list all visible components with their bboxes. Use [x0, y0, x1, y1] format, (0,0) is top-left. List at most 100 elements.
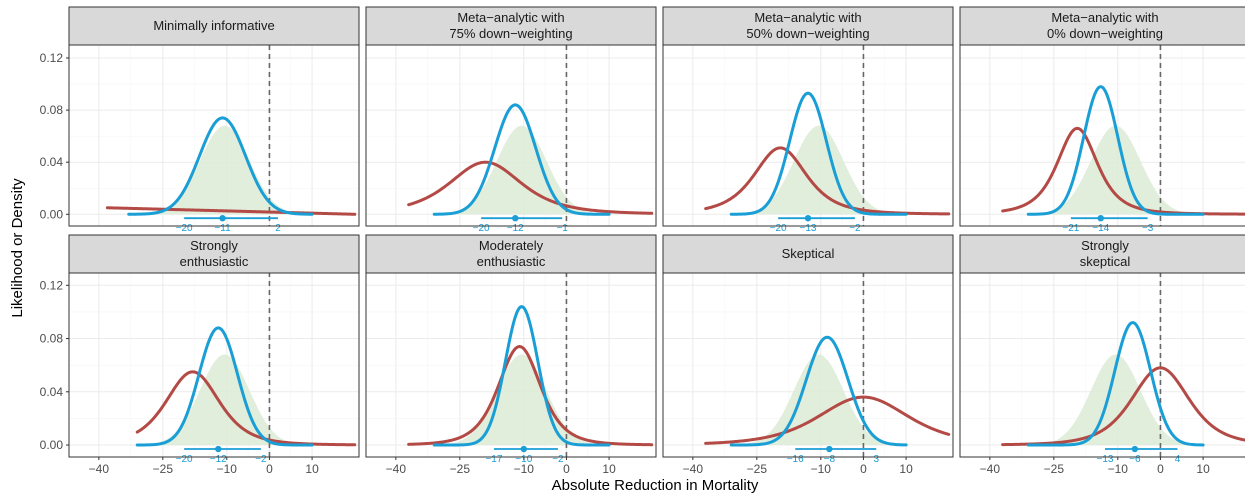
interval-label: −13 — [800, 223, 817, 234]
facet-title: 75% down−weighting — [449, 26, 572, 41]
posterior-curve — [432, 103, 611, 216]
facet-strip — [68, 6, 360, 46]
likelihood-area — [125, 125, 324, 215]
facet-title: Minimally informative — [153, 18, 274, 33]
facet-strip — [68, 234, 360, 274]
prior-curve — [704, 146, 951, 216]
facet-title: Meta−analytic with — [754, 10, 861, 25]
x-tick-label: −25 — [747, 462, 768, 476]
y-tick-label: 0.04 — [40, 385, 64, 399]
posterior-median-point — [1097, 214, 1104, 222]
posterior-curve — [135, 326, 314, 447]
x-tick-label: −10 — [217, 462, 238, 476]
x-tick-label: −40 — [683, 462, 704, 476]
prior-curve — [407, 345, 654, 447]
y-tick-label: 0.00 — [40, 438, 64, 452]
facet-title: 0% down−weighting — [1047, 26, 1163, 41]
x-tick-label: 10 — [602, 462, 616, 476]
x-tick-label: 10 — [899, 462, 913, 476]
likelihood-area — [719, 354, 918, 446]
y-tick-label: 0.08 — [40, 332, 64, 346]
y-tick-label: 0.00 — [40, 207, 64, 221]
facet-title: Strongly — [190, 238, 238, 253]
x-tick-label: 10 — [305, 462, 319, 476]
facet-strip — [662, 6, 954, 46]
facet-title: Skeptical — [782, 246, 835, 261]
interval-label: 3 — [873, 454, 879, 465]
prior-curve — [704, 395, 951, 445]
posterior-curve — [1026, 85, 1205, 216]
x-tick-label: 0 — [266, 462, 273, 476]
prior-curve — [135, 370, 357, 447]
x-tick-label: −10 — [514, 462, 535, 476]
interval-label: −12 — [507, 223, 524, 234]
interval-label: −2 — [255, 454, 267, 465]
facet-strip — [959, 6, 1245, 46]
likelihood-area — [125, 354, 324, 446]
facet-title: Meta−analytic with — [457, 10, 564, 25]
likelihood-area — [422, 125, 621, 215]
interval-label: −13 — [1097, 454, 1114, 465]
posterior-median-point — [804, 214, 812, 222]
y-tick-label: 0.04 — [40, 155, 64, 169]
x-tick-label: −25 — [450, 462, 471, 476]
posterior-median-point — [512, 214, 519, 222]
x-tick-label: 0 — [860, 462, 867, 476]
likelihood-area — [422, 354, 621, 446]
interval-label: −2 — [552, 454, 564, 465]
facet-title: 50% down−weighting — [746, 26, 869, 41]
posterior-curve — [729, 91, 908, 216]
likelihood-area — [719, 125, 918, 215]
posterior-median-point — [826, 445, 833, 453]
interval-label: −3 — [1142, 223, 1154, 234]
interval-label: −20 — [770, 223, 787, 234]
interval-label: −12 — [210, 454, 227, 465]
y-tick-label: 0.12 — [40, 278, 64, 292]
interval-label: −8 — [824, 454, 836, 465]
facet-strip — [365, 234, 657, 274]
posterior-median-point — [1131, 445, 1139, 453]
interval-label: −16 — [787, 454, 804, 465]
facet-strip — [365, 6, 657, 46]
facet-title: Moderately — [479, 238, 544, 253]
facet-title: enthusiastic — [180, 254, 249, 269]
interval-label: 2 — [275, 223, 281, 234]
posterior-median-point — [215, 445, 222, 453]
interval-label: −6 — [1129, 454, 1141, 465]
facet-title: Strongly — [1081, 238, 1129, 253]
x-tick-label: 0 — [563, 462, 570, 476]
interval-label: −14 — [1092, 223, 1109, 234]
interval-label: −21 — [1062, 223, 1079, 234]
prior-curve — [1001, 126, 1245, 216]
y-axis-title: Likelihood or Density — [9, 178, 26, 318]
interval-label: −20 — [176, 454, 193, 465]
x-tick-label: −40 — [980, 462, 1001, 476]
facet-strip — [662, 234, 954, 274]
interval-label: 4 — [1175, 454, 1181, 465]
interval-label: −11 — [214, 223, 231, 234]
x-tick-label: −25 — [153, 462, 174, 476]
posterior-curve — [432, 305, 611, 447]
interval-label: −20 — [176, 223, 193, 234]
x-tick-label: −40 — [89, 462, 110, 476]
likelihood-area — [1016, 125, 1215, 215]
posterior-median-point — [219, 214, 226, 222]
posterior-curve — [127, 116, 314, 216]
y-tick-label: 0.12 — [40, 51, 64, 65]
x-tick-label: −10 — [1108, 462, 1129, 476]
facet-title: enthusiastic — [477, 254, 546, 269]
x-tick-label: 10 — [1196, 462, 1210, 476]
x-tick-label: −10 — [811, 462, 832, 476]
prior-curve — [407, 160, 654, 215]
interval-label: −20 — [473, 223, 490, 234]
likelihood-area — [1016, 354, 1215, 446]
facet-panel: −20 −11 2 Minimally informative 0.00 0.04 0.08… — [40, 6, 360, 234]
facet-strip — [959, 234, 1245, 274]
posterior-curve — [1026, 321, 1205, 447]
x-tick-label: 0 — [1157, 462, 1164, 476]
